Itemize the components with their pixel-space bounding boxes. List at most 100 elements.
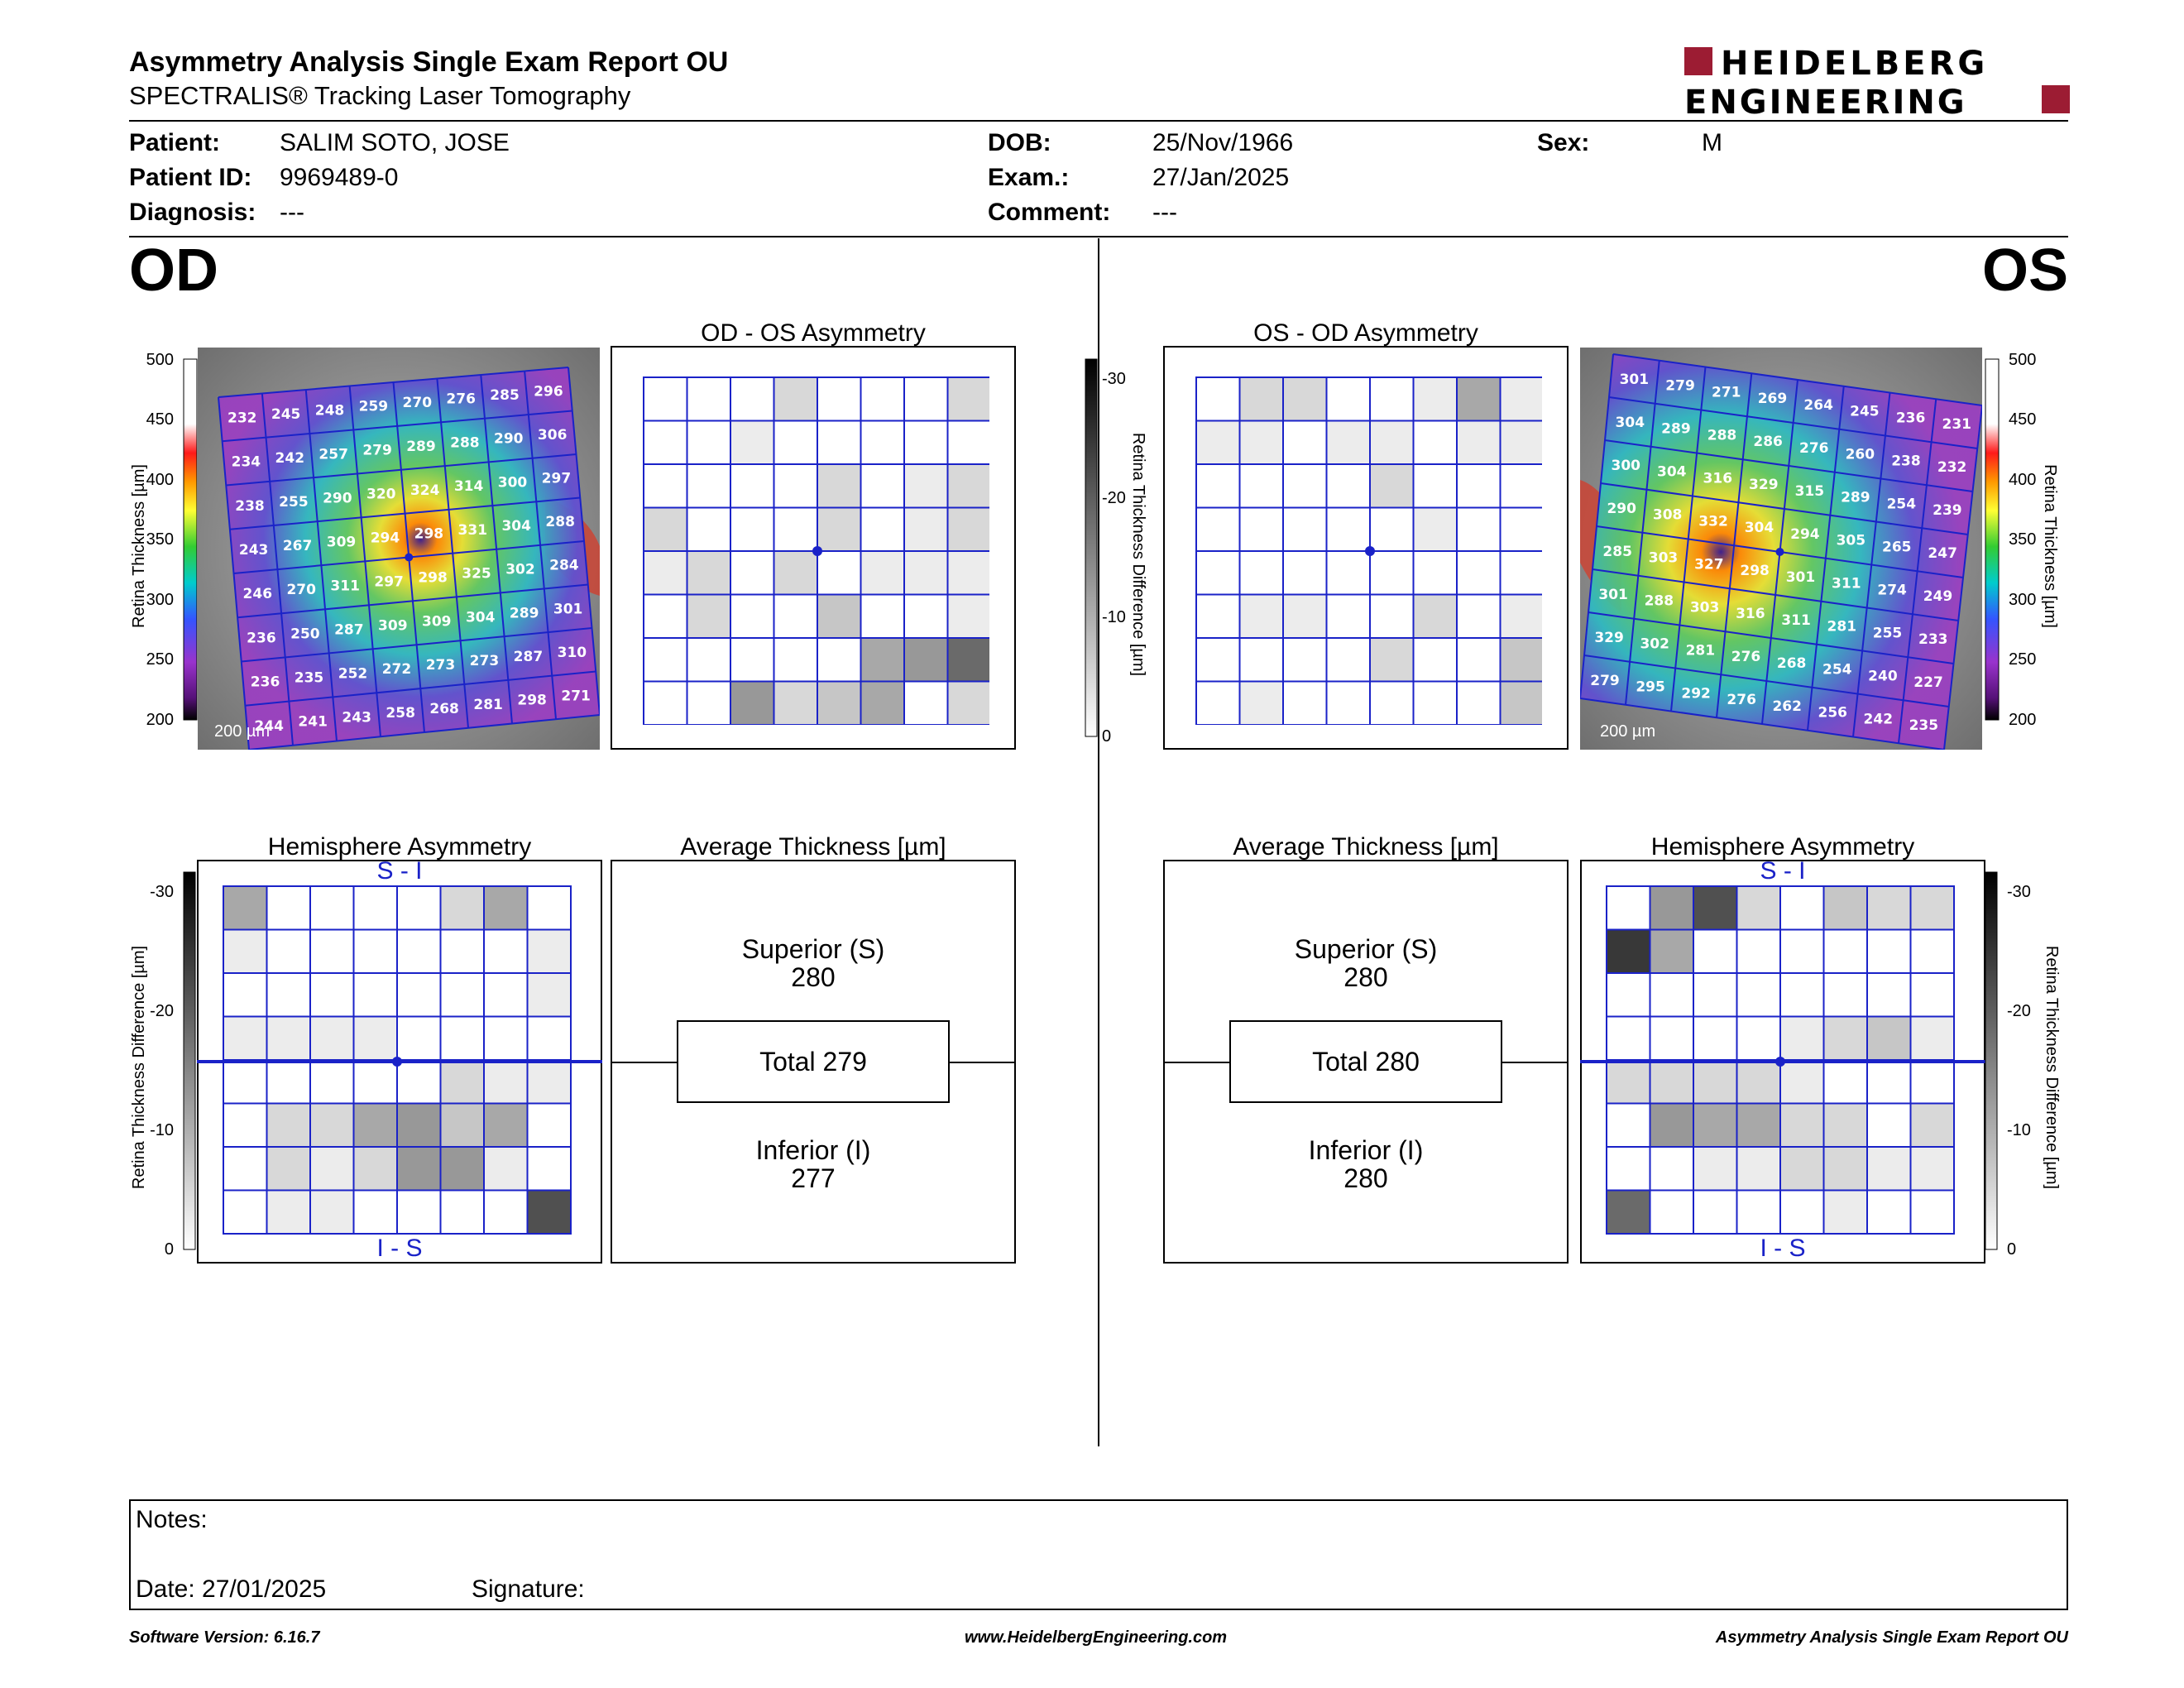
grid-cell xyxy=(1456,680,1502,725)
grid-cell xyxy=(1195,506,1241,552)
thickness-value: 241 xyxy=(298,714,328,731)
grid-cell xyxy=(266,972,311,1018)
os-tick-500: 500 xyxy=(2009,351,2036,369)
report-subtitle: SPECTRALIS® Tracking Laser Tomography xyxy=(129,81,631,110)
thickness-value: 311 xyxy=(330,578,360,594)
grid-cell xyxy=(1649,1059,1694,1105)
grid-cell xyxy=(1779,1059,1825,1105)
grid-cell xyxy=(773,550,818,596)
grid-cell xyxy=(1325,420,1371,465)
grid-cell xyxy=(903,376,949,422)
thickness-value: 288 xyxy=(545,514,575,530)
grid-cell xyxy=(1649,1189,1694,1235)
thickness-value: 325 xyxy=(462,566,491,583)
thickness-value: 302 xyxy=(505,562,535,578)
thickness-value: 250 xyxy=(290,626,320,642)
thickness-value: 244 xyxy=(254,718,284,735)
od-hemi-tick-10: -10 xyxy=(150,1121,174,1139)
website-link[interactable]: www.HeidelbergEngineering.com xyxy=(965,1628,1228,1647)
thickness-value: 309 xyxy=(327,534,357,550)
grid-cell xyxy=(1693,1189,1738,1235)
thickness-value: 270 xyxy=(286,582,316,598)
grid-cell xyxy=(643,680,688,725)
date-label: Date: 27/01/2025 xyxy=(136,1575,327,1603)
grid-cell xyxy=(903,506,949,552)
thickness-value: 243 xyxy=(342,709,371,726)
grid-cell xyxy=(1369,376,1415,422)
grid-cell xyxy=(1369,506,1415,552)
grid-cell xyxy=(1369,680,1415,725)
grid-cell xyxy=(643,506,688,552)
thickness-value: 227 xyxy=(1913,674,1943,691)
od-si-label: S - I xyxy=(376,857,423,885)
exam-label: Exam.: xyxy=(988,164,1070,191)
grid-cell xyxy=(1325,506,1371,552)
grid-cell xyxy=(266,1146,311,1192)
grid-cell xyxy=(1606,1059,1651,1105)
grid-cell xyxy=(309,1146,355,1192)
thickness-value: 304 xyxy=(1657,464,1687,481)
grid-cell xyxy=(817,506,862,552)
grid-cell xyxy=(643,637,688,683)
grid-cell xyxy=(1693,885,1738,931)
grid-cell xyxy=(1412,376,1458,422)
od-diff-tick-0: 0 xyxy=(1102,727,1111,745)
os-asym-grid xyxy=(1195,376,1542,725)
grid-cell xyxy=(860,550,905,596)
grid-cell xyxy=(1456,593,1502,639)
grid-cell xyxy=(730,376,775,422)
od-diff-axis-label: Retina Thickness Difference [µm] xyxy=(1129,433,1147,676)
grid-cell xyxy=(1909,928,1955,974)
thickness-value: 279 xyxy=(362,443,392,459)
grid-cell xyxy=(1736,1146,1781,1192)
od-diff-tick-20: -20 xyxy=(1102,489,1126,507)
os-tick-400: 400 xyxy=(2009,471,2036,489)
grid-cell xyxy=(1606,1102,1651,1148)
grid-cell xyxy=(439,1189,485,1235)
thickness-value: 327 xyxy=(1694,556,1724,573)
thickness-value: 304 xyxy=(501,518,531,535)
grid-cell xyxy=(1909,1189,1955,1235)
os-hemi-tick-20: -20 xyxy=(2007,1002,2031,1020)
grid-cell xyxy=(223,1059,268,1105)
grid-cell xyxy=(1195,680,1241,725)
grid-cell xyxy=(1649,1146,1694,1192)
thickness-value: 269 xyxy=(1758,391,1788,407)
grid-cell xyxy=(223,1015,268,1061)
grid-cell xyxy=(1499,506,1542,552)
grid-cell xyxy=(266,928,311,974)
grid-cell xyxy=(1282,637,1328,683)
fovea-marker xyxy=(392,1057,402,1067)
grid-cell xyxy=(1412,506,1458,552)
thickness-value: 276 xyxy=(1799,440,1829,457)
od-tick-400: 400 xyxy=(146,471,174,489)
grid-cell xyxy=(526,1146,572,1192)
grid-cell xyxy=(773,680,818,725)
grid-cell xyxy=(439,1015,485,1061)
grid-cell xyxy=(1456,550,1502,596)
thickness-value: 255 xyxy=(1873,625,1903,641)
thickness-value: 301 xyxy=(553,601,583,617)
grid-cell xyxy=(1693,1059,1738,1105)
thickness-value: 287 xyxy=(514,649,544,665)
od-tick-200: 200 xyxy=(146,711,174,729)
grid-cell xyxy=(1456,376,1502,422)
thickness-value: 285 xyxy=(1602,544,1632,560)
od-thickness-map: 232 245 248 259 270 276 285 296 234 242 257 279 289 2… xyxy=(198,348,600,750)
grid-cell xyxy=(396,928,442,974)
thickness-value: 294 xyxy=(371,530,400,546)
grid-cell xyxy=(1693,1015,1738,1061)
notes-box[interactable] xyxy=(129,1499,2068,1610)
grid-cell xyxy=(396,885,442,931)
grid-cell xyxy=(1693,972,1738,1018)
grid-cell xyxy=(526,972,572,1018)
grid-cell xyxy=(1606,972,1651,1018)
grid-cell xyxy=(1779,1102,1825,1148)
thickness-value: 304 xyxy=(1616,415,1645,431)
thickness-value: 259 xyxy=(359,399,389,415)
grid-cell xyxy=(1195,376,1241,422)
grid-cell xyxy=(946,680,989,725)
thickness-value: 236 xyxy=(251,674,280,691)
thickness-value: 316 xyxy=(1736,606,1765,622)
grid-cell xyxy=(686,550,731,596)
